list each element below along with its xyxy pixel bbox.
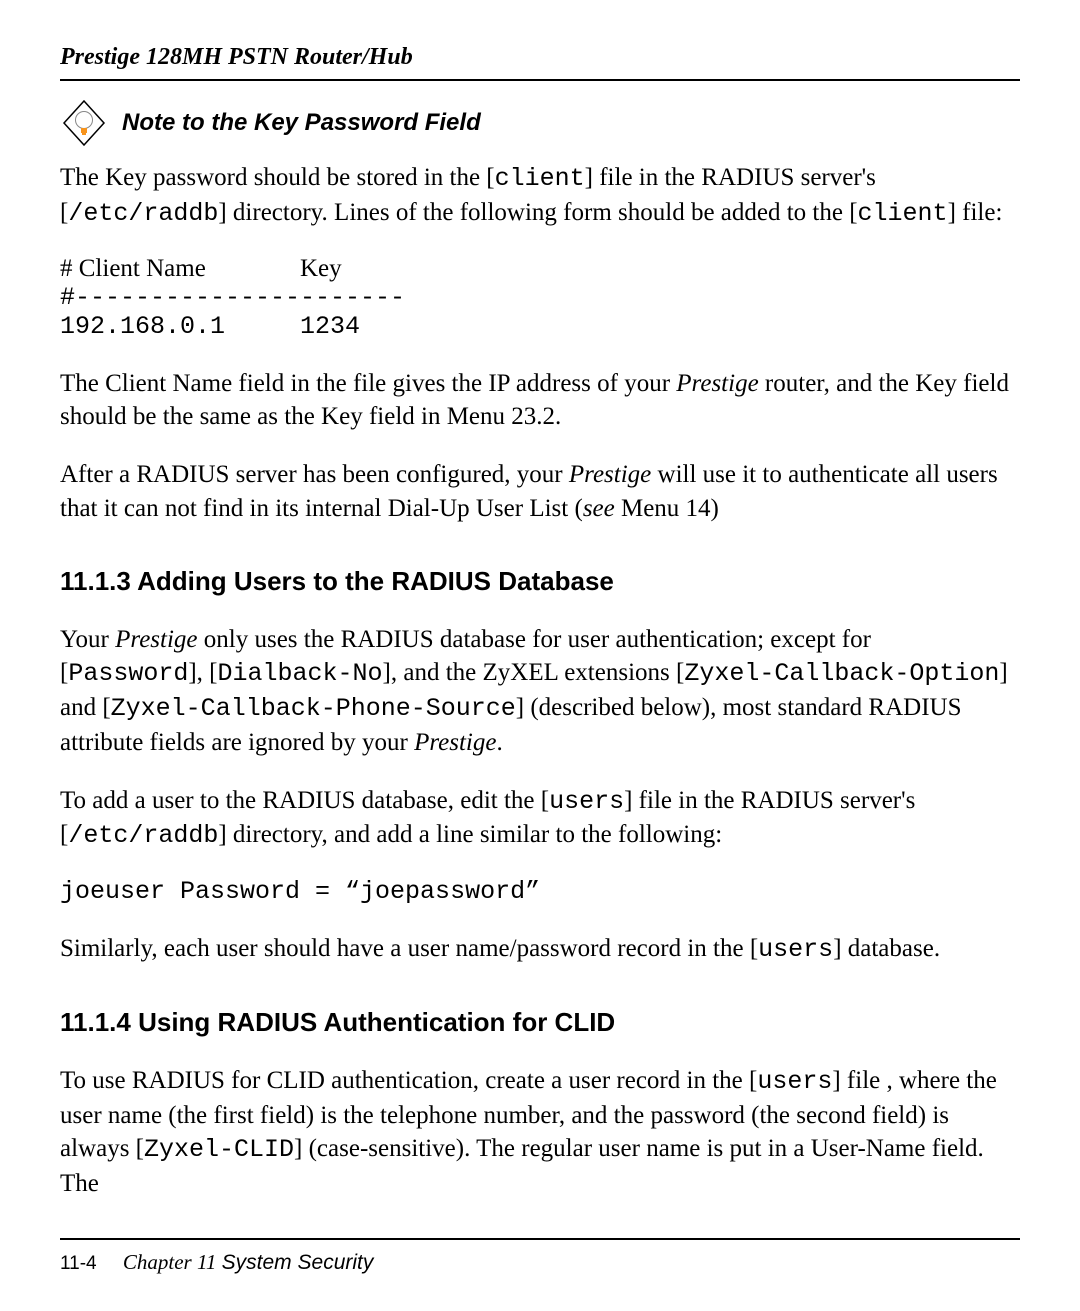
code: Zyxel-Callback-Phone-Source <box>111 694 516 723</box>
page-header: Prestige 128MH PSTN Router/Hub <box>60 44 1020 81</box>
note-title: Note to the Key Password Field <box>122 109 481 137</box>
text: To use RADIUS for CLID authentication, c… <box>60 1067 757 1094</box>
col-key: Key <box>300 255 342 283</box>
paragraph-1: The Key password should be stored in the… <box>60 161 1020 231</box>
section-heading-1113: 11.1.3 Adding Users to the RADIUS Databa… <box>60 566 1020 597</box>
chapter-title: System Security <box>222 1251 374 1274</box>
text: ] directory, and add a line similar to t… <box>218 821 722 848</box>
page-number: 11-4 <box>60 1253 97 1274</box>
text: Your <box>60 626 115 653</box>
code: Password <box>68 659 188 688</box>
italic: Prestige <box>414 729 496 756</box>
code: users <box>758 935 833 964</box>
text: Menu 14) <box>615 495 719 522</box>
lightbulb-icon <box>60 99 108 147</box>
col-client-name: # Client Name <box>60 255 300 283</box>
cell-key: 1234 <box>300 312 360 341</box>
code: Zyxel-CLID <box>144 1135 294 1164</box>
paragraph-4: Your Prestige only uses the RADIUS datab… <box>60 623 1020 760</box>
text: ] database. <box>833 935 940 962</box>
text: . <box>496 729 502 756</box>
text: After a RADIUS server has been configure… <box>60 461 569 488</box>
text: To add a user to the RADIUS database, ed… <box>60 787 549 814</box>
code: users <box>549 787 624 816</box>
paragraph-3: After a RADIUS server has been configure… <box>60 458 1020 526</box>
page: Prestige 128MH PSTN Router/Hub Note to t… <box>0 0 1080 1311</box>
code: /etc/raddb <box>68 199 218 228</box>
code: client <box>858 199 948 228</box>
code: Dialback-No <box>218 659 383 688</box>
italic: Prestige <box>115 626 197 653</box>
client-file-table: # Client Name Key #---------------------… <box>60 255 1020 341</box>
code: client <box>495 164 585 193</box>
text: ] file: <box>948 199 1003 226</box>
chapter-reference: Chapter 11 <box>123 1250 222 1274</box>
code: users <box>757 1067 832 1096</box>
cell-client-name: 192.168.0.1 <box>60 312 300 341</box>
note-row: Note to the Key Password Field <box>60 99 1020 147</box>
table-row: 192.168.0.1 1234 <box>60 312 1020 341</box>
paragraph-6: Similarly, each user should have a user … <box>60 932 1020 967</box>
text: ], and the ZyXEL extensions [ <box>383 659 685 686</box>
table-header-row: # Client Name Key <box>60 255 1020 283</box>
code-user-example: joeuser Password = “joepassword” <box>60 877 1020 906</box>
page-footer: 11-4 Chapter 11 System Security <box>60 1238 1020 1275</box>
text: The Client Name field in the file gives … <box>60 370 676 397</box>
italic: Prestige <box>676 370 758 397</box>
section-heading-1114: 11.1.4 Using RADIUS Authentication for C… <box>60 1007 1020 1038</box>
text: ], [ <box>188 659 217 686</box>
text: ] directory. Lines of the following form… <box>218 199 857 226</box>
table-divider: #---------------------- <box>60 283 1020 312</box>
text: The Key password should be stored in the… <box>60 164 495 191</box>
italic: see <box>583 495 615 522</box>
code: /etc/raddb <box>68 821 218 850</box>
italic: Prestige <box>569 461 651 488</box>
paragraph-2: The Client Name field in the file gives … <box>60 367 1020 435</box>
text: Similarly, each user should have a user … <box>60 935 758 962</box>
code: Zyxel-Callback-Option <box>684 659 999 688</box>
paragraph-7: To use RADIUS for CLID authentication, c… <box>60 1064 1020 1201</box>
paragraph-5: To add a user to the RADIUS database, ed… <box>60 784 1020 854</box>
